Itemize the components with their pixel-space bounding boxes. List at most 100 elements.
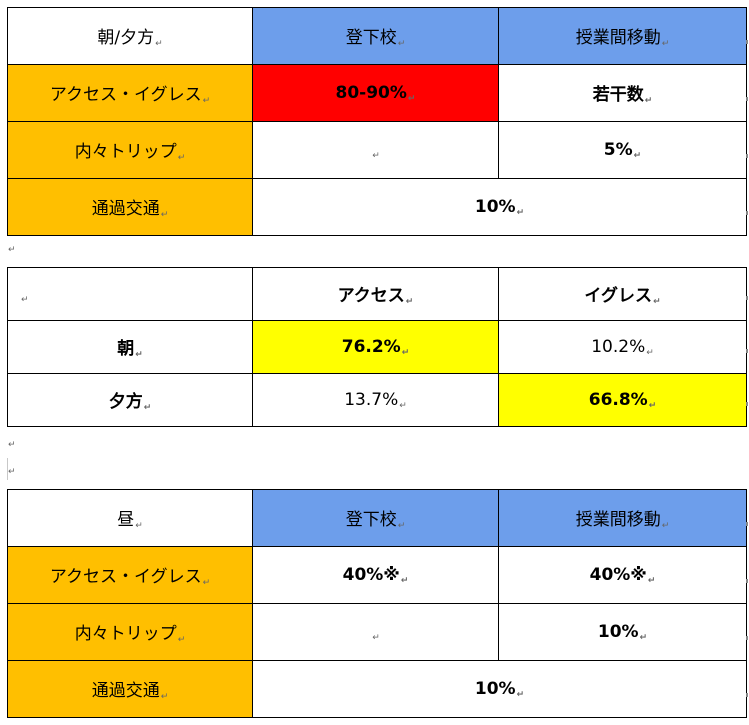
cell-text: 76.2%: [341, 336, 401, 357]
value-cell: 13.7%↵: [252, 373, 499, 427]
header-cell-period: 昼↵: [7, 489, 253, 547]
cell-text: 夕方: [108, 392, 143, 412]
cell-end-mark: ↵: [639, 632, 648, 643]
cell-text: 10.2%: [591, 336, 646, 357]
value-cell-empty: ↵: [252, 121, 499, 179]
value-cell-merged: 10%↵: [252, 660, 747, 718]
row-end-marker: [746, 693, 748, 697]
row-end-marker: [746, 97, 748, 101]
header-cell-commute: 登下校↵: [252, 7, 499, 65]
header-cell-egress: イグレス↵: [498, 267, 747, 321]
cell-end-mark: ↵: [399, 400, 407, 411]
cell-end-mark: ↵: [407, 93, 416, 104]
cell-end-mark: ↵: [177, 153, 186, 163]
cell-end-mark: ↵: [661, 521, 670, 531]
header-cell-access: アクセス↵: [252, 267, 499, 321]
cell-text: 朝: [117, 339, 135, 359]
cell-text: アクセス・イグレス: [49, 85, 202, 105]
value-cell: 80-90%↵: [252, 64, 499, 122]
cell-end-mark: ↵: [202, 96, 211, 106]
cell-end-mark: ↵: [21, 294, 29, 305]
row-end-marker: [746, 579, 748, 583]
cell-text: 内々トリップ: [74, 624, 177, 644]
value-cell: 40%※↵: [498, 546, 747, 604]
cell-text: アクセス・イグレス: [49, 567, 202, 587]
value-cell: 66.8%↵: [498, 373, 747, 427]
cell-end-mark: ↵: [516, 689, 525, 700]
cell-end-mark: ↵: [516, 207, 525, 218]
row-label-through-traffic: 通過交通↵: [7, 178, 253, 236]
cell-text: 10%: [597, 621, 639, 642]
table-access-egress-share: ↵ アクセス↵ イグレス↵ 朝↵ 76.2%↵ 10.2%↵ 夕方↵ 13.7%…: [7, 267, 747, 427]
cell-end-mark: ↵: [397, 521, 406, 531]
cell-text: 通過交通: [91, 199, 160, 219]
row-end-marker: [746, 636, 748, 640]
value-cell: 若干数↵: [498, 64, 747, 122]
row-end-marker: [746, 522, 748, 526]
cell-end-mark: ↵: [202, 578, 211, 588]
cell-end-mark: ↵: [155, 39, 163, 49]
paragraph-mark: ↵: [8, 440, 16, 450]
cell-text: アクセス: [337, 286, 405, 306]
row-end-marker: [746, 349, 748, 353]
cell-end-mark: ↵: [646, 347, 654, 358]
cell-text: 若干数: [592, 85, 644, 105]
cell-text: 通過交通: [91, 681, 160, 701]
cell-text: 登下校: [345, 510, 397, 530]
value-cell-empty: ↵: [252, 603, 499, 661]
table-midday: 昼↵ 登下校↵ 授業間移動↵ アクセス・イグレス↵ 40%※↵ 40%※↵ 内々…: [7, 489, 747, 718]
header-cell-empty: ↵: [7, 267, 253, 321]
value-cell: 5%↵: [498, 121, 747, 179]
row-end-marker: [746, 40, 748, 44]
row-end-marker: [746, 211, 748, 215]
cell-text: 40%※: [589, 564, 647, 585]
margin-line: [7, 458, 8, 480]
cell-text: 40%※: [342, 564, 400, 585]
paragraph-mark: ↵: [8, 467, 16, 477]
cell-text: 授業間移動: [575, 510, 661, 530]
paragraph-mark: ↵: [8, 245, 16, 255]
row-label-evening: 夕方↵: [7, 373, 253, 427]
row-end-marker: [746, 296, 748, 300]
cell-end-mark: ↵: [653, 297, 661, 307]
cell-end-mark: ↵: [160, 692, 169, 702]
row-label-internal-trip: 内々トリップ↵: [7, 121, 253, 179]
row-label-through-traffic: 通過交通↵: [7, 660, 253, 718]
header-cell-between-classes: 授業間移動↵: [498, 489, 747, 547]
value-cell-merged: 10%↵: [252, 178, 747, 236]
value-cell: 40%※↵: [252, 546, 499, 604]
cell-text: 5%: [603, 139, 633, 160]
table-morning-evening: 朝/夕方↵ 登下校↵ 授業間移動↵ アクセス・イグレス↵ 80-90%↵ 若干数…: [7, 7, 747, 236]
cell-end-mark: ↵: [648, 400, 657, 411]
cell-text: イグレス: [584, 286, 653, 306]
cell-end-mark: ↵: [372, 150, 380, 161]
cell-end-mark: ↵: [372, 632, 380, 643]
cell-text: 10%: [474, 196, 516, 217]
value-cell: 10.2%↵: [498, 320, 747, 374]
cell-end-mark: ↵: [633, 150, 642, 161]
cell-text: 80-90%: [335, 82, 407, 103]
cell-text: 登下校: [345, 28, 397, 48]
cell-end-mark: ↵: [135, 350, 143, 360]
cell-end-mark: ↵: [160, 210, 169, 220]
header-cell-between-classes: 授業間移動↵: [498, 7, 747, 65]
cell-end-mark: ↵: [644, 96, 653, 106]
row-label-internal-trip: 内々トリップ↵: [7, 603, 253, 661]
row-end-marker: [746, 154, 748, 158]
value-cell: 76.2%↵: [252, 320, 499, 374]
cell-text: 66.8%: [588, 389, 648, 410]
cell-end-mark: ↵: [405, 297, 414, 307]
cell-end-mark: ↵: [661, 39, 670, 49]
cell-end-mark: ↵: [400, 575, 409, 586]
row-label-access-egress: アクセス・イグレス↵: [7, 64, 253, 122]
cell-end-mark: ↵: [397, 39, 406, 49]
row-label-morning: 朝↵: [7, 320, 253, 374]
cell-text: 内々トリップ: [74, 142, 177, 162]
row-label-access-egress: アクセス・イグレス↵: [7, 546, 253, 604]
header-cell-commute: 登下校↵: [252, 489, 499, 547]
cell-end-mark: ↵: [135, 521, 143, 531]
cell-end-mark: ↵: [177, 635, 186, 645]
cell-end-mark: ↵: [647, 575, 656, 586]
cell-text: 授業間移動: [575, 28, 661, 48]
cell-text: 13.7%: [344, 389, 399, 410]
